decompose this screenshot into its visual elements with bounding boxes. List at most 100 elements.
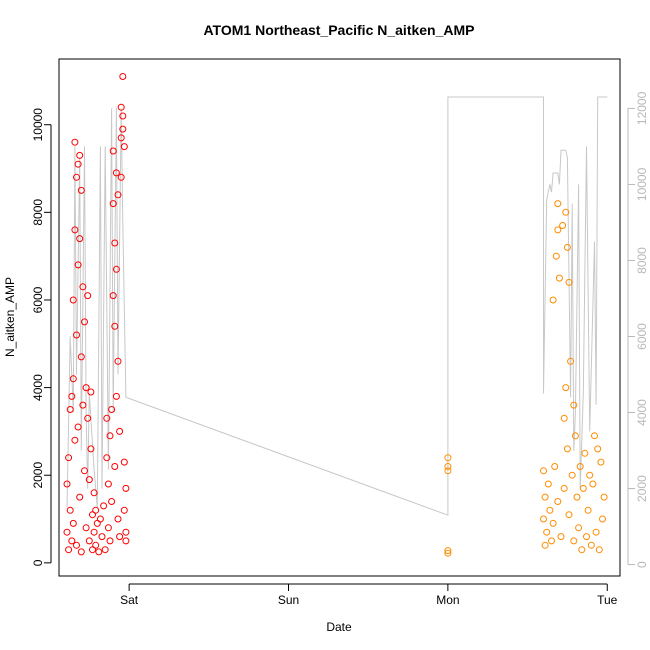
data-point <box>108 498 116 505</box>
data-point <box>565 278 573 286</box>
y-tick-label: 2000 <box>31 462 45 489</box>
data-point <box>117 134 125 142</box>
data-point <box>81 318 88 326</box>
data-point <box>84 292 92 300</box>
data-point <box>92 541 100 549</box>
y2-tick-label: 10000 <box>635 167 649 201</box>
data-point <box>114 191 122 199</box>
data-point <box>95 548 103 556</box>
data-point <box>103 454 111 462</box>
data-point <box>119 125 127 133</box>
data-point <box>554 226 562 234</box>
data-point <box>65 546 73 554</box>
data-point <box>559 222 567 229</box>
data-point <box>69 296 77 304</box>
data-point <box>73 173 80 181</box>
data-point <box>549 296 557 304</box>
data-point <box>444 454 452 462</box>
data-point <box>69 519 77 527</box>
y2-tick-label: 8000 <box>635 247 649 274</box>
data-point <box>579 484 587 492</box>
y-tick-label: 10000 <box>31 108 45 142</box>
data-point <box>90 489 98 497</box>
y2-tick-label: 0 <box>635 561 649 568</box>
data-point <box>581 449 589 457</box>
data-point <box>116 533 124 541</box>
data-point <box>79 283 87 291</box>
data-point <box>109 292 117 300</box>
data-point <box>77 353 85 361</box>
y2-tick-label: 2000 <box>635 475 649 502</box>
data-point <box>114 357 122 365</box>
data-point <box>73 541 80 549</box>
data-point <box>119 73 127 80</box>
data-point <box>74 261 82 269</box>
data-point <box>81 467 88 475</box>
y-tick-label: 4000 <box>31 374 45 401</box>
data-point <box>592 528 600 536</box>
data-point <box>554 200 562 208</box>
data-point <box>87 388 95 396</box>
data-point <box>112 169 120 177</box>
data-point <box>576 463 584 470</box>
data-point <box>597 458 605 466</box>
x-tick-label: Tue <box>597 593 618 607</box>
data-point <box>111 239 119 247</box>
data-point <box>444 467 452 475</box>
x-axis-label: Date <box>326 620 352 634</box>
y-axis-label: N_aitken_AMP <box>3 277 17 357</box>
data-point <box>111 322 119 330</box>
data-point <box>68 537 76 545</box>
plot-frame <box>58 58 621 577</box>
x-tick-label: Sat <box>120 593 139 607</box>
data-point <box>122 484 130 492</box>
data-point <box>565 511 573 519</box>
data-point <box>79 401 87 409</box>
data-point <box>66 506 74 514</box>
data-point <box>100 502 108 510</box>
data-point <box>119 112 127 120</box>
data-point <box>444 547 452 555</box>
data-point <box>76 151 84 159</box>
data-point <box>540 515 547 523</box>
data-point <box>570 401 578 409</box>
data-point <box>71 226 79 234</box>
data-point <box>108 406 116 413</box>
data-point <box>586 471 594 479</box>
data-point <box>69 375 77 383</box>
data-point <box>76 493 84 501</box>
data-point <box>600 493 608 501</box>
data-point <box>444 549 452 557</box>
data-point <box>116 427 124 435</box>
data-point <box>96 515 104 523</box>
y2-tick-label: 4000 <box>635 399 649 426</box>
data-point <box>573 493 581 501</box>
data-point <box>77 548 85 556</box>
y-tick-label: 6000 <box>31 286 45 313</box>
data-point <box>85 537 93 545</box>
data-point <box>92 506 100 514</box>
data-point <box>589 480 597 488</box>
data-point <box>117 103 125 111</box>
data-point <box>104 524 112 532</box>
data-point <box>551 463 559 470</box>
data-point <box>543 528 551 536</box>
data-point <box>578 546 586 554</box>
data-point <box>552 252 560 260</box>
data-point <box>76 235 84 243</box>
data-point <box>544 480 552 488</box>
data-point <box>63 480 71 488</box>
data-point <box>73 331 80 339</box>
data-point <box>65 454 73 462</box>
data-point <box>111 463 119 470</box>
data-point <box>563 243 571 251</box>
data-point <box>98 533 106 541</box>
data-point <box>84 414 92 422</box>
y-tick-label: 8000 <box>31 199 45 226</box>
data-point <box>541 493 549 501</box>
data-point <box>595 546 603 554</box>
chart-title: ATOM1 Northeast_Pacific N_aitken_AMP <box>203 22 474 38</box>
data-point <box>112 392 120 400</box>
data-point <box>560 484 568 492</box>
data-point <box>104 480 112 488</box>
